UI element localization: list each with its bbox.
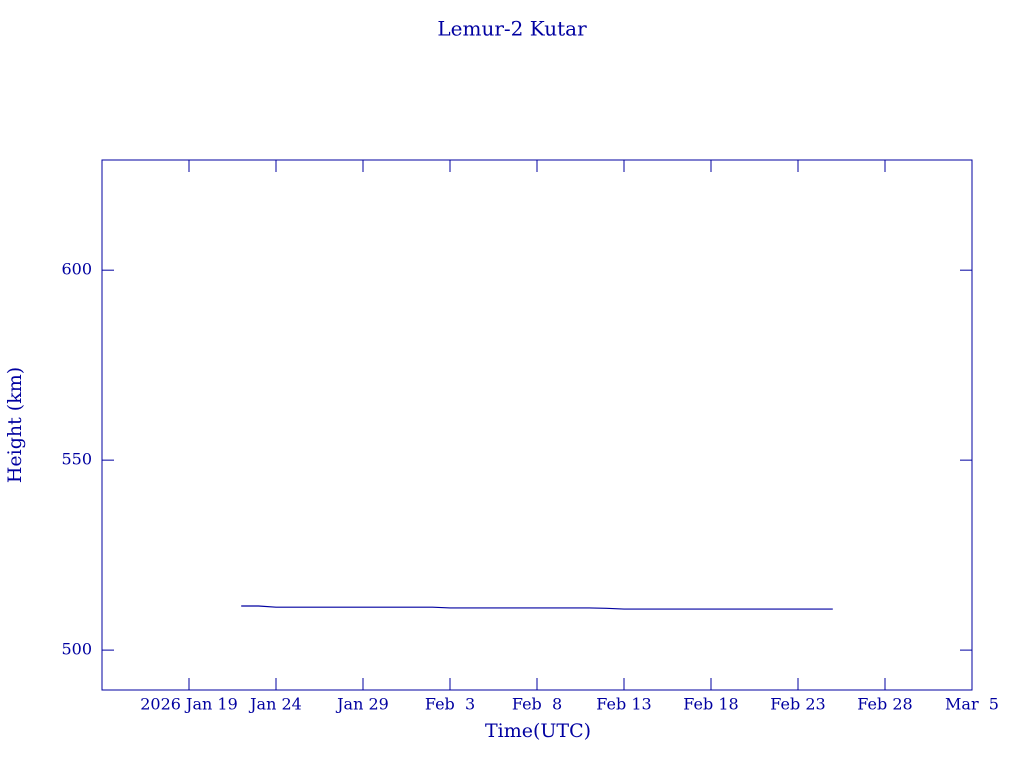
x-tick-label: Feb 3 <box>425 695 475 714</box>
x-tick-label: Feb 8 <box>512 695 562 714</box>
x-tick-label: Feb 18 <box>683 695 738 714</box>
y-tick-label: 550 <box>61 450 92 469</box>
y-tick-label: 600 <box>61 260 92 279</box>
y-tick-label: 500 <box>61 640 92 659</box>
x-axis-label: Time(UTC) <box>485 720 591 742</box>
x-tick-label: Feb 28 <box>857 695 912 714</box>
x-tick-label: 2026 Jan 19 <box>140 695 238 714</box>
x-tick-label: Jan 29 <box>335 695 389 714</box>
y-axis-label: Height (km) <box>4 367 26 483</box>
x-tick-label: Feb 13 <box>596 695 651 714</box>
plot-frame <box>101 159 973 691</box>
data-line <box>241 605 833 610</box>
chart-title: Lemur-2 Kutar <box>437 17 587 41</box>
x-tick-label: Mar 5 <box>945 695 999 714</box>
x-tick-label: Feb 23 <box>770 695 825 714</box>
x-tick-label: Jan 24 <box>248 695 302 714</box>
